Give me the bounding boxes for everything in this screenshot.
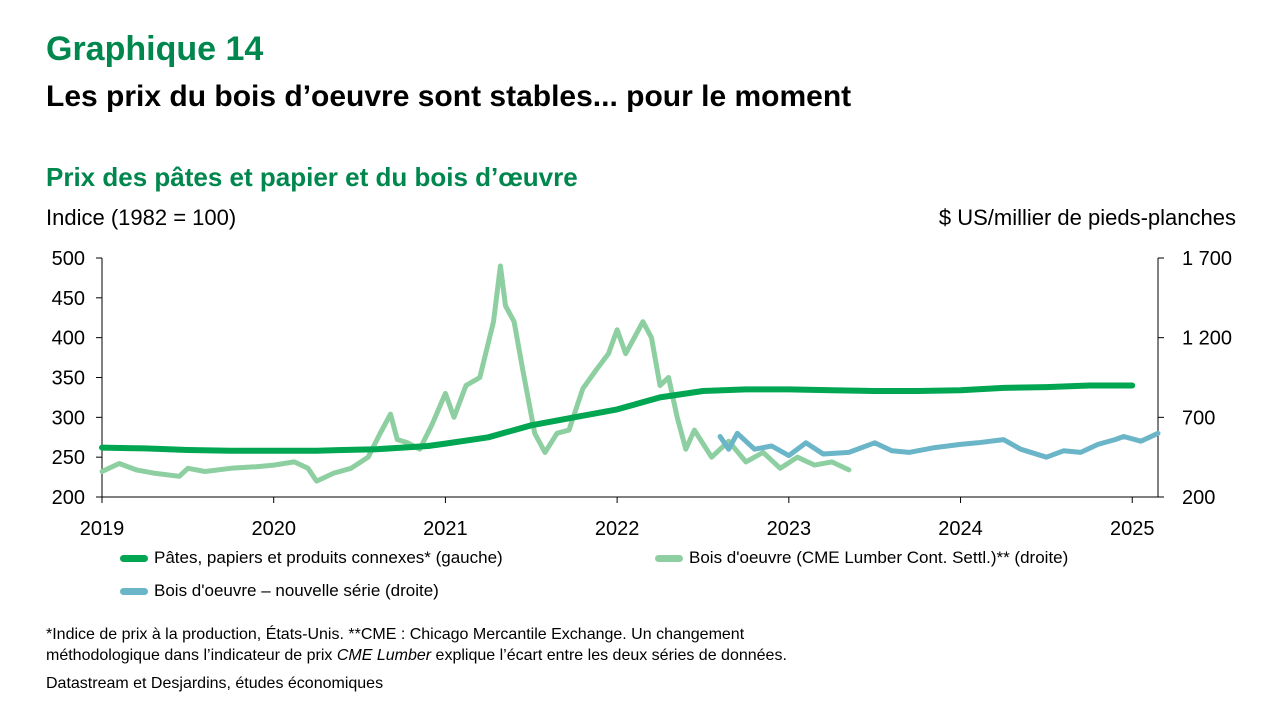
y-tick-label-left: 450: [52, 288, 85, 310]
legend-swatch-lumber: [655, 554, 683, 562]
y-tick-label-right: 700: [1182, 407, 1215, 429]
chart-title: Prix des pâtes et papier et du bois d’œu…: [46, 162, 578, 192]
y-tick-label-left: 300: [52, 407, 85, 429]
y-tick-label-right: 1 200: [1182, 328, 1232, 350]
legend-item-pulp: Pâtes, papiers et produits connexes* (ga…: [120, 548, 503, 568]
left-axis-unit: Indice (1982 = 100): [46, 205, 237, 230]
x-tick-label: 2024: [938, 518, 983, 540]
page-title: Les prix du bois d’oeuvre sont stables..…: [46, 80, 852, 113]
y-tick-label-left: 350: [52, 368, 85, 390]
footnote: *Indice de prix à la production, États-U…: [46, 624, 1046, 666]
footnote-line-2-after: explique l’écart entre les deux séries d…: [431, 647, 787, 664]
legend-item-lumber-new: Bois d'oeuvre – nouvelle série (droite): [120, 581, 439, 601]
footnote-line-2-before: méthodologique dans l’indicateur de prix: [46, 647, 337, 664]
y-tick-label-left: 250: [52, 447, 85, 469]
x-tick-label: 2020: [251, 518, 296, 540]
y-tick-label-left: 200: [52, 487, 85, 509]
legend-item-lumber: Bois d'oeuvre (CME Lumber Cont. Settl.)*…: [655, 548, 1068, 568]
x-tick-label: 2021: [423, 518, 468, 540]
footnote-line-2: méthodologique dans l’indicateur de prix…: [46, 645, 1046, 666]
source-note: Datastream et Desjardins, études économi…: [46, 675, 384, 692]
y-tick-label-right: 200: [1182, 487, 1215, 509]
series-line-pulp: [99, 382, 1136, 454]
y-tick-label-left: 400: [52, 328, 85, 350]
series-line-lumber-new: [717, 430, 1161, 460]
series-line-lumber: [99, 263, 852, 484]
legend-label-lumber-new: Bois d'oeuvre – nouvelle série (droite): [154, 581, 439, 600]
footnote-line-1: *Indice de prix à la production, États-U…: [46, 626, 745, 643]
x-tick-label: 2019: [80, 518, 125, 540]
legend-swatch-lumber-new: [120, 587, 148, 595]
x-tick-label: 2022: [595, 518, 640, 540]
chart-number: Graphique 14: [46, 30, 264, 68]
right-axis-unit: $ US/millier de pieds-planches: [938, 205, 1236, 230]
y-tick-label-left: 500: [52, 248, 85, 270]
x-tick-label: 2025: [1110, 518, 1155, 540]
x-tick-label: 2023: [767, 518, 812, 540]
legend-label-lumber: Bois d'oeuvre (CME Lumber Cont. Settl.)*…: [689, 548, 1069, 567]
footnote-line-2-italic: CME Lumber: [336, 647, 432, 664]
y-tick-label-right: 1 700: [1182, 248, 1232, 270]
legend-swatch-pulp: [120, 554, 148, 562]
legend-label-pulp: Pâtes, papiers et produits connexes* (ga…: [154, 548, 503, 567]
